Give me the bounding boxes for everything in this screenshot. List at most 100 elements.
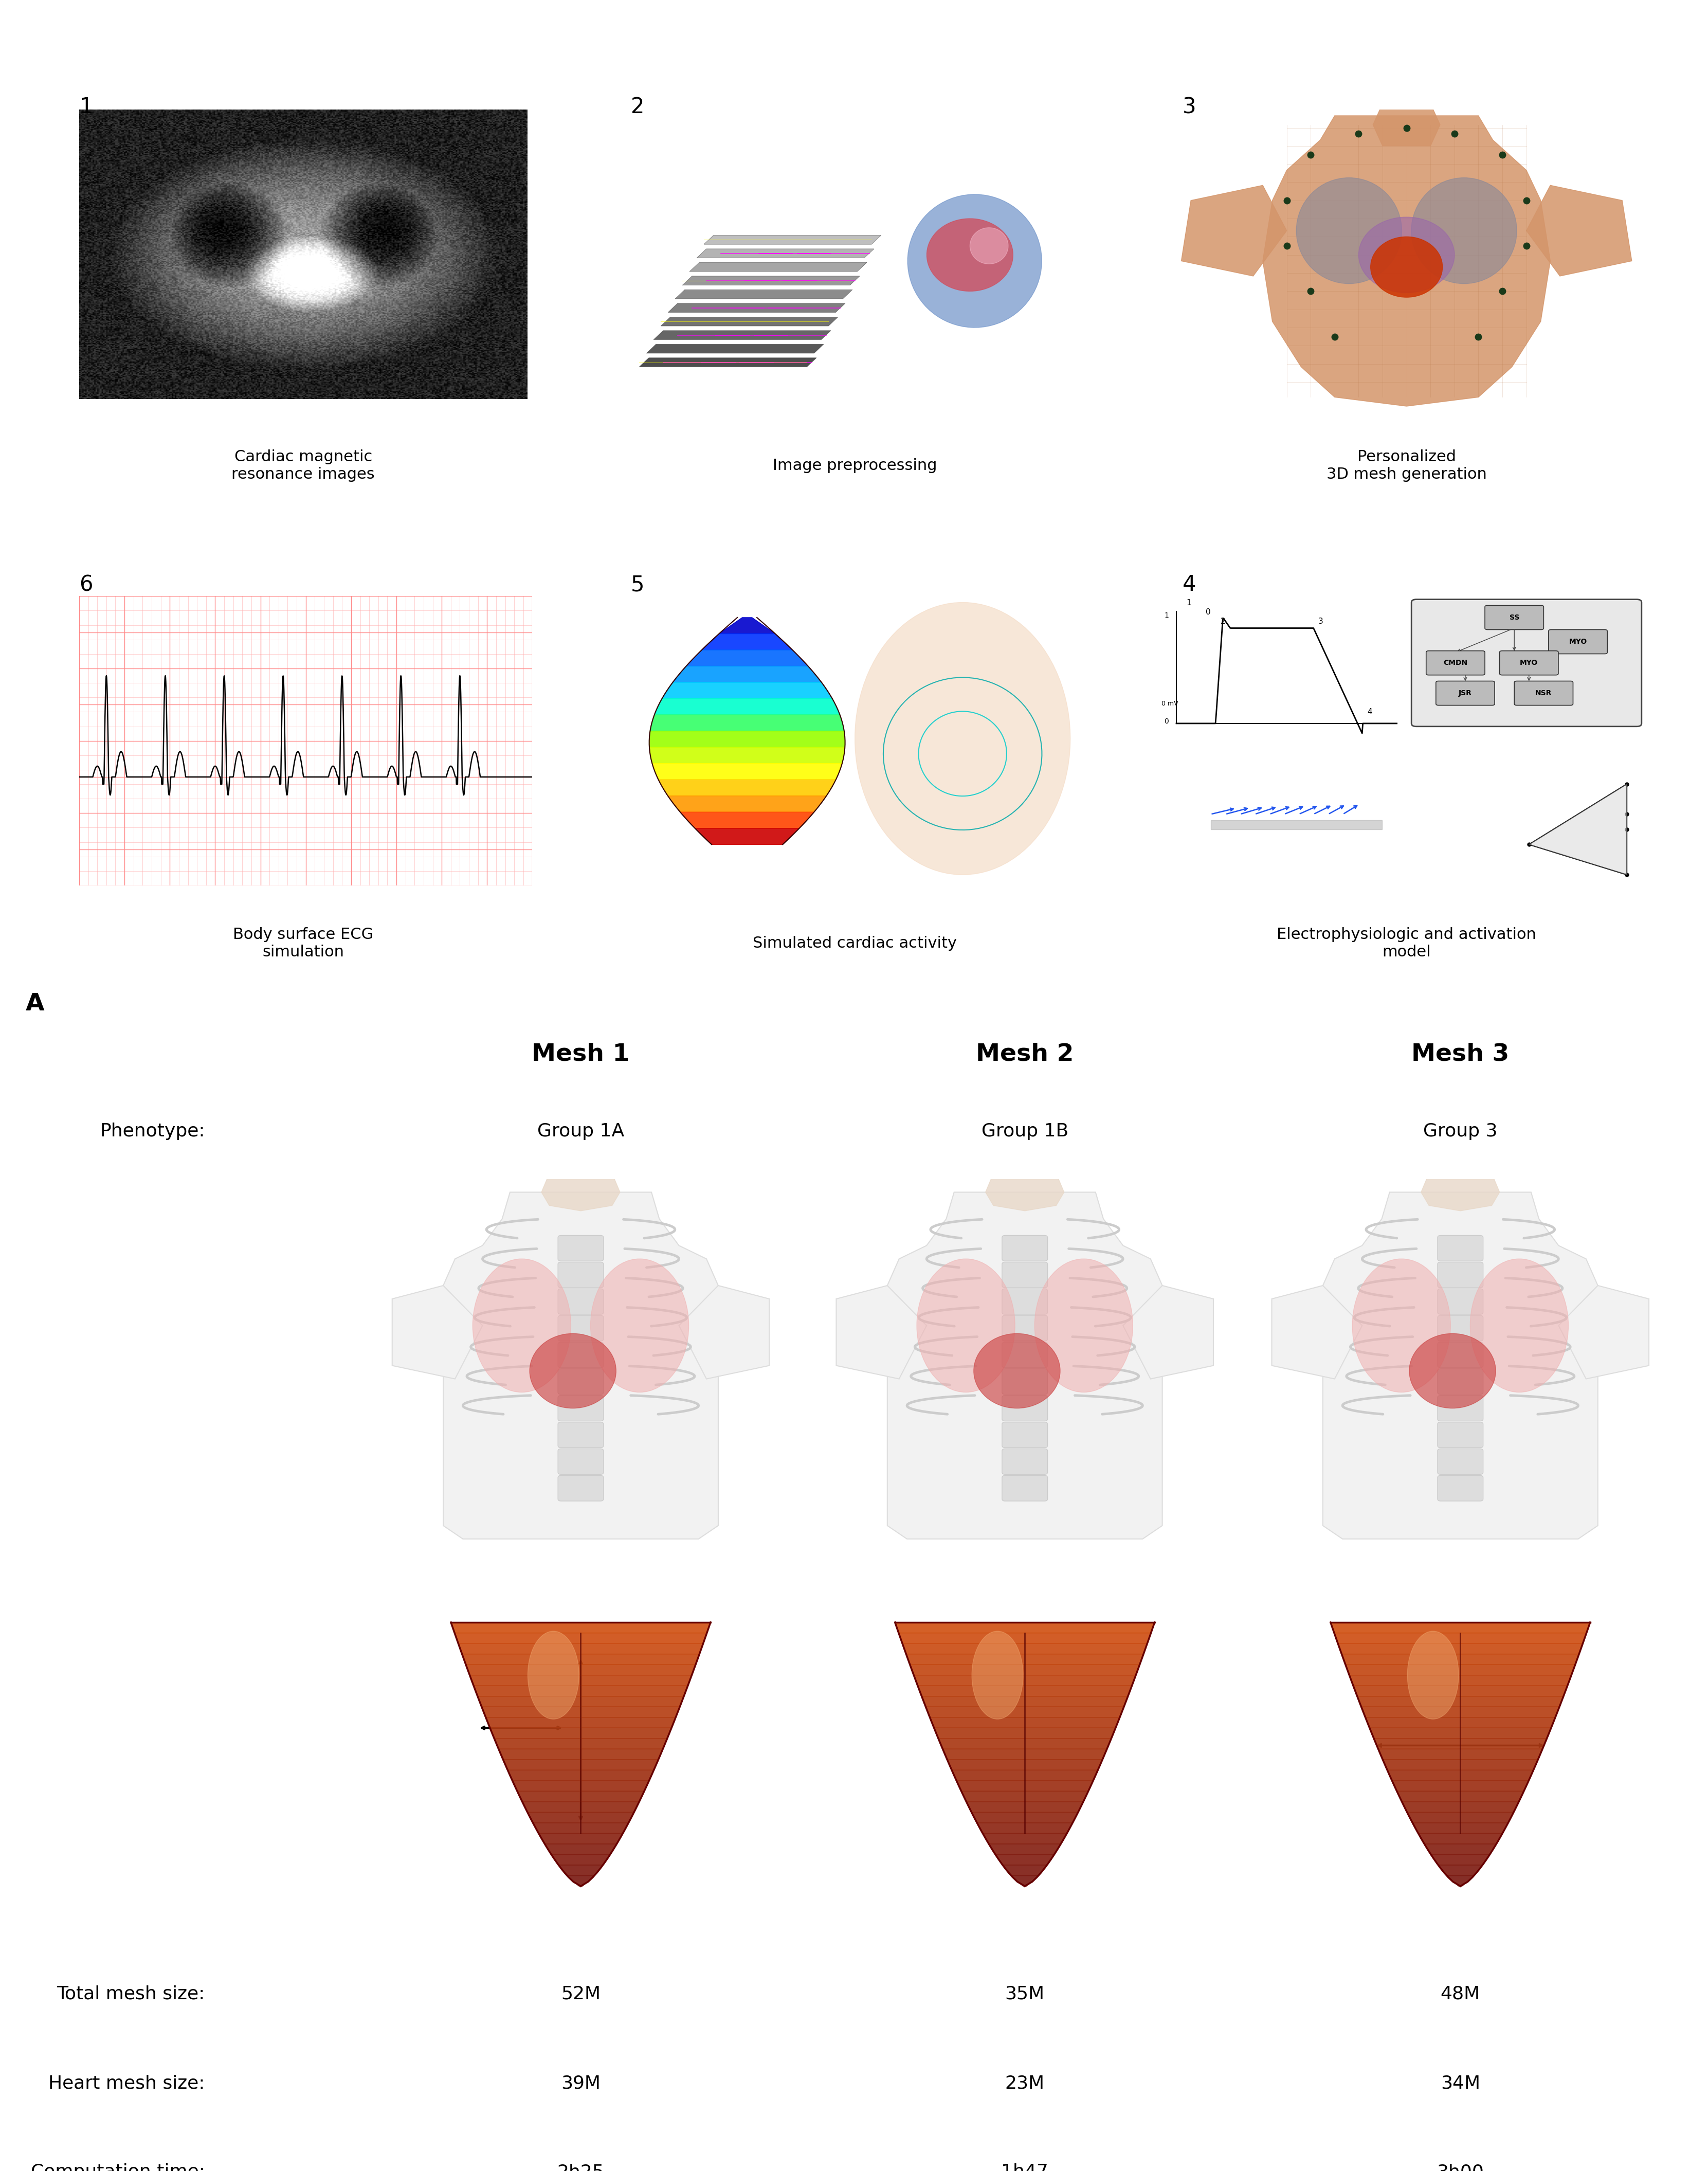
FancyBboxPatch shape [559, 1290, 603, 1313]
Polygon shape [1272, 1285, 1361, 1379]
Polygon shape [1349, 1676, 1571, 1685]
Text: Personalized
3D mesh generation: Personalized 3D mesh generation [1327, 449, 1486, 482]
FancyBboxPatch shape [1003, 1261, 1047, 1287]
Polygon shape [1370, 1728, 1551, 1739]
FancyBboxPatch shape [559, 1368, 603, 1394]
FancyBboxPatch shape [559, 1476, 603, 1500]
Polygon shape [907, 1654, 1143, 1665]
Polygon shape [567, 1876, 594, 1887]
Polygon shape [466, 1665, 695, 1676]
Polygon shape [948, 1759, 1102, 1769]
Polygon shape [1353, 1685, 1568, 1696]
Polygon shape [1438, 1865, 1483, 1876]
Polygon shape [1361, 1706, 1559, 1717]
Polygon shape [934, 1728, 1115, 1739]
Polygon shape [1421, 1166, 1500, 1211]
FancyBboxPatch shape [1132, 534, 1681, 1001]
Polygon shape [1373, 1739, 1547, 1750]
Ellipse shape [529, 1333, 617, 1409]
Text: Cardiac magnetic
resonance images: Cardiac magnetic resonance images [232, 449, 374, 482]
Ellipse shape [1409, 1333, 1496, 1409]
Polygon shape [922, 1696, 1127, 1706]
Polygon shape [956, 1780, 1093, 1791]
Ellipse shape [591, 1259, 688, 1392]
Polygon shape [1407, 1813, 1513, 1824]
Polygon shape [1431, 1854, 1489, 1865]
Text: Electrophysiologic and activation
model: Electrophysiologic and activation model [1278, 927, 1535, 960]
Polygon shape [929, 1717, 1120, 1728]
Polygon shape [1392, 1780, 1529, 1791]
Polygon shape [837, 1285, 926, 1379]
Text: 23M: 23M [1004, 2073, 1045, 2093]
Polygon shape [1124, 1285, 1213, 1379]
Polygon shape [485, 1717, 676, 1728]
Text: 2h25: 2h25 [557, 2162, 605, 2171]
Polygon shape [463, 1654, 699, 1665]
Ellipse shape [1407, 1630, 1459, 1719]
FancyBboxPatch shape [1438, 1448, 1483, 1474]
Polygon shape [444, 1192, 719, 1539]
Polygon shape [518, 1791, 644, 1802]
FancyBboxPatch shape [1438, 1235, 1483, 1261]
Polygon shape [1331, 1622, 1590, 1633]
Polygon shape [545, 1843, 617, 1854]
Polygon shape [986, 1166, 1064, 1211]
Polygon shape [996, 1854, 1054, 1865]
Polygon shape [504, 1759, 658, 1769]
Polygon shape [451, 1622, 711, 1633]
FancyBboxPatch shape [1438, 1342, 1483, 1368]
Polygon shape [1418, 1832, 1503, 1843]
Polygon shape [917, 1685, 1132, 1696]
FancyBboxPatch shape [559, 1448, 603, 1474]
Polygon shape [512, 1780, 649, 1791]
Text: Heart mesh size:: Heart mesh size: [48, 2073, 205, 2093]
Text: Group 3: Group 3 [1423, 1122, 1498, 1140]
Text: Computation time:: Computation time: [31, 2162, 205, 2171]
Polygon shape [898, 1633, 1151, 1643]
Polygon shape [523, 1802, 639, 1813]
Text: Group 1B: Group 1B [982, 1122, 1068, 1140]
FancyBboxPatch shape [559, 1422, 603, 1448]
FancyBboxPatch shape [1003, 1316, 1047, 1342]
Polygon shape [1378, 1750, 1542, 1759]
Polygon shape [1337, 1643, 1583, 1654]
Text: 52M: 52M [560, 1984, 601, 2004]
Polygon shape [1402, 1802, 1518, 1813]
FancyBboxPatch shape [559, 1316, 603, 1342]
FancyBboxPatch shape [29, 56, 577, 523]
Text: 6: 6 [79, 573, 92, 595]
Polygon shape [967, 1802, 1083, 1813]
Text: 48M: 48M [1440, 1984, 1481, 2004]
Polygon shape [541, 1166, 620, 1211]
Text: Image preprocessing: Image preprocessing [772, 458, 938, 473]
Text: 39M: 39M [560, 2073, 601, 2093]
FancyBboxPatch shape [29, 534, 577, 1001]
Text: Mesh 3: Mesh 3 [1411, 1042, 1510, 1066]
Polygon shape [559, 1865, 603, 1876]
Ellipse shape [917, 1259, 1015, 1392]
Text: Mesh 2: Mesh 2 [975, 1042, 1074, 1066]
Text: Phenotype:: Phenotype: [99, 1122, 205, 1140]
Polygon shape [1003, 1865, 1047, 1876]
FancyBboxPatch shape [1003, 1476, 1047, 1500]
Text: Simulated cardiac activity: Simulated cardiac activity [753, 936, 956, 951]
FancyBboxPatch shape [1438, 1422, 1483, 1448]
Ellipse shape [473, 1259, 570, 1392]
Polygon shape [977, 1824, 1073, 1832]
Polygon shape [494, 1739, 668, 1750]
FancyBboxPatch shape [1003, 1396, 1047, 1422]
Text: A: A [26, 992, 44, 1016]
FancyBboxPatch shape [559, 1261, 603, 1287]
FancyBboxPatch shape [1438, 1396, 1483, 1422]
FancyBboxPatch shape [1003, 1235, 1047, 1261]
Polygon shape [951, 1769, 1098, 1780]
Polygon shape [902, 1643, 1148, 1654]
Polygon shape [1346, 1665, 1575, 1676]
Polygon shape [895, 1622, 1155, 1633]
Text: 5: 5 [630, 573, 644, 595]
Polygon shape [478, 1696, 683, 1706]
Text: 4: 4 [1182, 573, 1196, 595]
FancyBboxPatch shape [1438, 1261, 1483, 1287]
Ellipse shape [1035, 1259, 1132, 1392]
Polygon shape [888, 1192, 1161, 1539]
